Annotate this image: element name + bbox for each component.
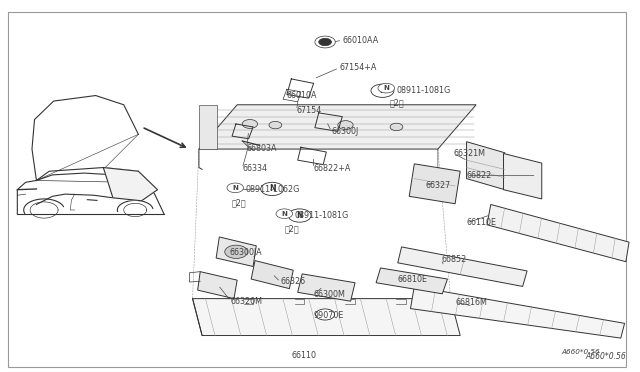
Text: 66822: 66822 <box>467 171 492 180</box>
Circle shape <box>225 245 248 259</box>
Text: 66816M: 66816M <box>455 298 487 307</box>
Circle shape <box>276 209 292 218</box>
Text: 66326: 66326 <box>280 278 306 286</box>
Text: 66822+A: 66822+A <box>314 164 351 173</box>
Polygon shape <box>298 274 355 301</box>
Circle shape <box>316 309 335 320</box>
Text: 〈2〉: 〈2〉 <box>390 99 404 108</box>
Circle shape <box>227 183 244 193</box>
Text: 99070E: 99070E <box>314 311 344 320</box>
Text: 66300JA: 66300JA <box>230 248 262 257</box>
Text: 08911-1062G: 08911-1062G <box>246 185 300 194</box>
Text: A660*0.56: A660*0.56 <box>585 352 626 361</box>
Text: 66320M: 66320M <box>231 297 263 306</box>
Circle shape <box>269 121 282 129</box>
Text: 66803A: 66803A <box>246 144 277 153</box>
Polygon shape <box>409 164 460 204</box>
Polygon shape <box>504 154 541 199</box>
Text: 66327: 66327 <box>425 182 451 190</box>
Text: 66010A: 66010A <box>287 91 317 100</box>
Text: 66110: 66110 <box>291 350 316 360</box>
Circle shape <box>378 83 394 93</box>
Text: 08911-1081G: 08911-1081G <box>396 86 451 94</box>
Circle shape <box>243 119 257 128</box>
Text: N: N <box>232 185 238 191</box>
Text: 67154: 67154 <box>296 106 322 115</box>
Polygon shape <box>198 272 237 299</box>
Text: A660*0.56: A660*0.56 <box>562 349 600 355</box>
Text: 66300M: 66300M <box>314 291 346 299</box>
Polygon shape <box>251 260 293 289</box>
Text: 08911-1081G: 08911-1081G <box>294 211 349 220</box>
Polygon shape <box>216 237 256 266</box>
Text: N: N <box>269 184 275 193</box>
Polygon shape <box>376 268 447 294</box>
Text: 〈2〉: 〈2〉 <box>232 198 246 207</box>
Polygon shape <box>487 205 629 262</box>
Circle shape <box>260 182 284 196</box>
Text: 66010AA: 66010AA <box>342 36 378 45</box>
Text: 66334: 66334 <box>243 164 268 173</box>
Polygon shape <box>467 142 505 190</box>
Text: N: N <box>383 85 389 91</box>
Text: 66321M: 66321M <box>454 149 486 158</box>
Text: 67154+A: 67154+A <box>339 63 376 72</box>
Polygon shape <box>410 286 625 338</box>
Polygon shape <box>397 247 527 286</box>
Polygon shape <box>199 105 476 149</box>
Polygon shape <box>103 167 157 201</box>
Text: N: N <box>379 86 386 95</box>
Text: N: N <box>282 211 287 217</box>
Text: 66810E: 66810E <box>397 275 428 283</box>
Text: 〈2〉: 〈2〉 <box>285 224 300 233</box>
Text: 66110E: 66110E <box>467 218 497 227</box>
Circle shape <box>319 38 332 46</box>
Polygon shape <box>199 105 217 149</box>
Circle shape <box>390 123 403 131</box>
Text: 66852: 66852 <box>441 254 467 264</box>
Polygon shape <box>193 299 460 336</box>
Text: N: N <box>296 211 303 220</box>
Circle shape <box>288 209 311 222</box>
Text: 66300J: 66300J <box>332 127 359 136</box>
Circle shape <box>338 121 353 129</box>
Circle shape <box>371 84 394 97</box>
